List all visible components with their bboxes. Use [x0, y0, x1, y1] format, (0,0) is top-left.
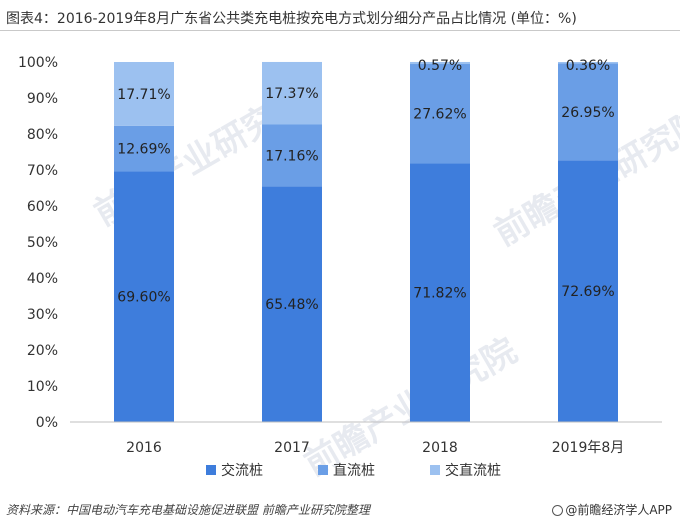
legend-label: 交流桩: [221, 462, 263, 479]
data-label: 26.95%: [561, 105, 614, 121]
bar-segment: [114, 62, 174, 126]
legend-label: 直流桩: [333, 462, 375, 479]
y-tick-label: 70%: [27, 163, 58, 179]
data-label: 72.69%: [561, 284, 614, 300]
legend-swatch: [318, 465, 328, 475]
y-tick-label: 90%: [27, 91, 58, 107]
data-label: 27.62%: [413, 107, 466, 123]
y-tick-label: 40%: [27, 271, 58, 287]
legend: 交流桩 直流桩 交直流桩: [206, 462, 501, 479]
bar-segment: [262, 186, 322, 422]
x-tick-label: 2016: [126, 440, 162, 456]
y-tick-label: 100%: [18, 55, 58, 71]
bar-segment: [558, 160, 618, 423]
x-tick-label: 2018: [422, 440, 458, 456]
x-tick-label: 2019年8月: [552, 440, 625, 456]
data-label: 0.57%: [418, 58, 462, 74]
y-tick-label: 80%: [27, 127, 58, 143]
legend-swatch: [206, 465, 216, 475]
legend-label: 交直流桩: [445, 462, 501, 479]
x-tick-label: 2017: [274, 440, 310, 456]
data-label: 69.60%: [117, 290, 170, 306]
brand-credit: @前瞻经济学人APP: [552, 501, 672, 518]
data-label: 17.37%: [265, 86, 318, 102]
bar-segment: [114, 125, 174, 172]
data-label: 17.16%: [265, 148, 318, 164]
x-axis: 2016 2017 2018 2019年8月: [70, 421, 662, 456]
bar-segment: [262, 124, 322, 187]
y-tick-label: 20%: [27, 343, 58, 359]
bar-segment: [410, 64, 470, 164]
data-label: 65.48%: [265, 297, 318, 313]
y-tick-label: 0%: [36, 415, 58, 431]
title-divider: [0, 30, 680, 31]
chart-title: 图表4：2016-2019年8月广东省公共类充电桩按充电方式划分细分产品占比情况…: [6, 11, 577, 27]
bar-segment: [114, 171, 174, 422]
bar-segment: [558, 62, 618, 64]
y-axis: 0% 10% 20% 30% 40% 50% 60% 70% 80% 90% 100%: [18, 55, 58, 431]
brand-text: @前瞻经济学人APP: [565, 503, 672, 517]
bar-segment: [558, 63, 618, 161]
y-tick-label: 60%: [27, 199, 58, 215]
data-label: 0.36%: [566, 58, 610, 74]
y-tick-label: 10%: [27, 379, 58, 395]
y-tick-label: 30%: [27, 307, 58, 323]
bar-segment: [410, 61, 470, 65]
y-tick-label: 50%: [27, 235, 58, 251]
data-label: 12.69%: [117, 142, 170, 158]
legend-swatch: [430, 465, 440, 475]
brand-logo-icon: [552, 505, 564, 516]
source-note: 资料来源：中国电动汽车充电基础设施促进联盟 前瞻产业研究院整理: [6, 503, 370, 517]
bar-segment: [262, 61, 322, 125]
bars: 69.60% 12.69% 17.71% 65.48% 17.16% 17.37% 71.8…: [114, 58, 618, 423]
data-label: 71.82%: [413, 286, 466, 302]
bar-segment: [410, 163, 470, 422]
data-label: 17.71%: [117, 87, 170, 103]
